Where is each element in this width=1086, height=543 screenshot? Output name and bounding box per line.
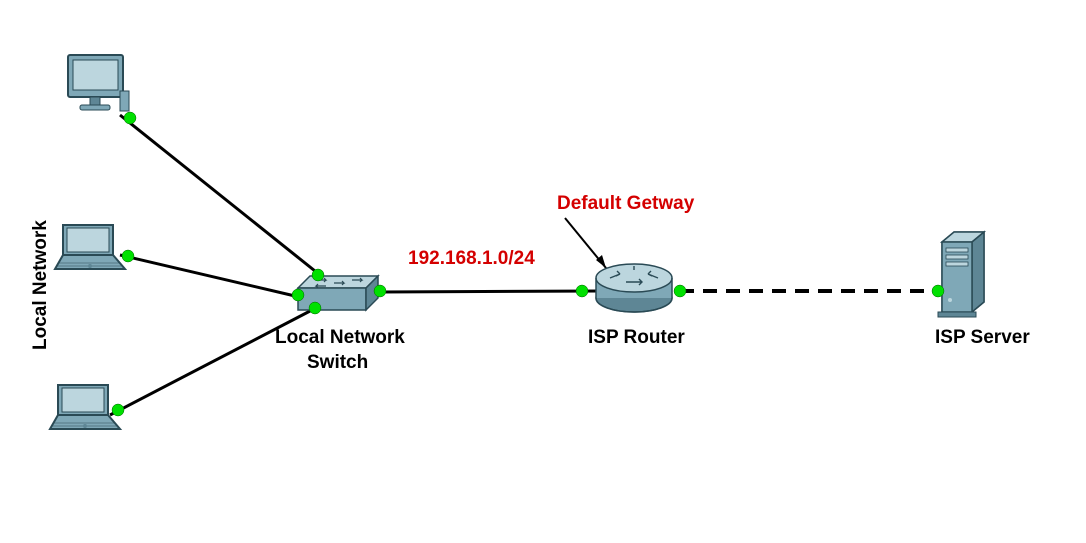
- status-dot: [112, 404, 124, 416]
- router-label: ISP Router: [588, 327, 685, 349]
- switch-label-line1: Local Network: [275, 327, 405, 349]
- side-label: Local Network: [30, 220, 52, 350]
- status-dot: [312, 269, 324, 281]
- subnet-annotation: 192.168.1.0/24: [408, 248, 535, 270]
- status-dot: [292, 289, 304, 301]
- gateway-annotation: Default Getway: [557, 193, 694, 215]
- status-dot: [576, 285, 588, 297]
- network-diagram: Local Network Local Network Switch ISP R…: [0, 0, 1086, 543]
- status-dot: [124, 112, 136, 124]
- server-label: ISP Server: [935, 327, 1030, 349]
- status-dot: [374, 285, 386, 297]
- status-dot: [309, 302, 321, 314]
- switch-label-line2: Switch: [307, 352, 368, 374]
- status-dot: [932, 285, 944, 297]
- status-dots-layer: [0, 0, 1086, 543]
- status-dot: [674, 285, 686, 297]
- status-dot: [122, 250, 134, 262]
